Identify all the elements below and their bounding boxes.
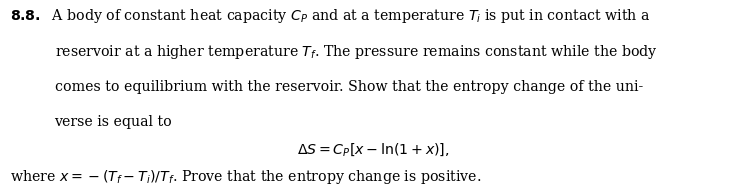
Text: comes to equilibrium with the reservoir. Show that the entropy change of the uni: comes to equilibrium with the reservoir.…: [55, 80, 642, 94]
Text: where $x = -(T_f - T_i)/T_f$. Prove that the entropy change is positive.: where $x = -(T_f - T_i)/T_f$. Prove that…: [10, 168, 481, 186]
Text: $\mathbf{8.8.}$  A body of constant heat capacity $C_P$ and at a temperature $T_: $\mathbf{8.8.}$ A body of constant heat …: [10, 7, 650, 25]
Text: reservoir at a higher temperature $T_f$. The pressure remains constant while the: reservoir at a higher temperature $T_f$.…: [55, 43, 657, 61]
Text: $\Delta S = C_P[x - \ln(1 + x)],$: $\Delta S = C_P[x - \ln(1 + x)],$: [297, 141, 450, 158]
Text: verse is equal to: verse is equal to: [55, 116, 173, 129]
